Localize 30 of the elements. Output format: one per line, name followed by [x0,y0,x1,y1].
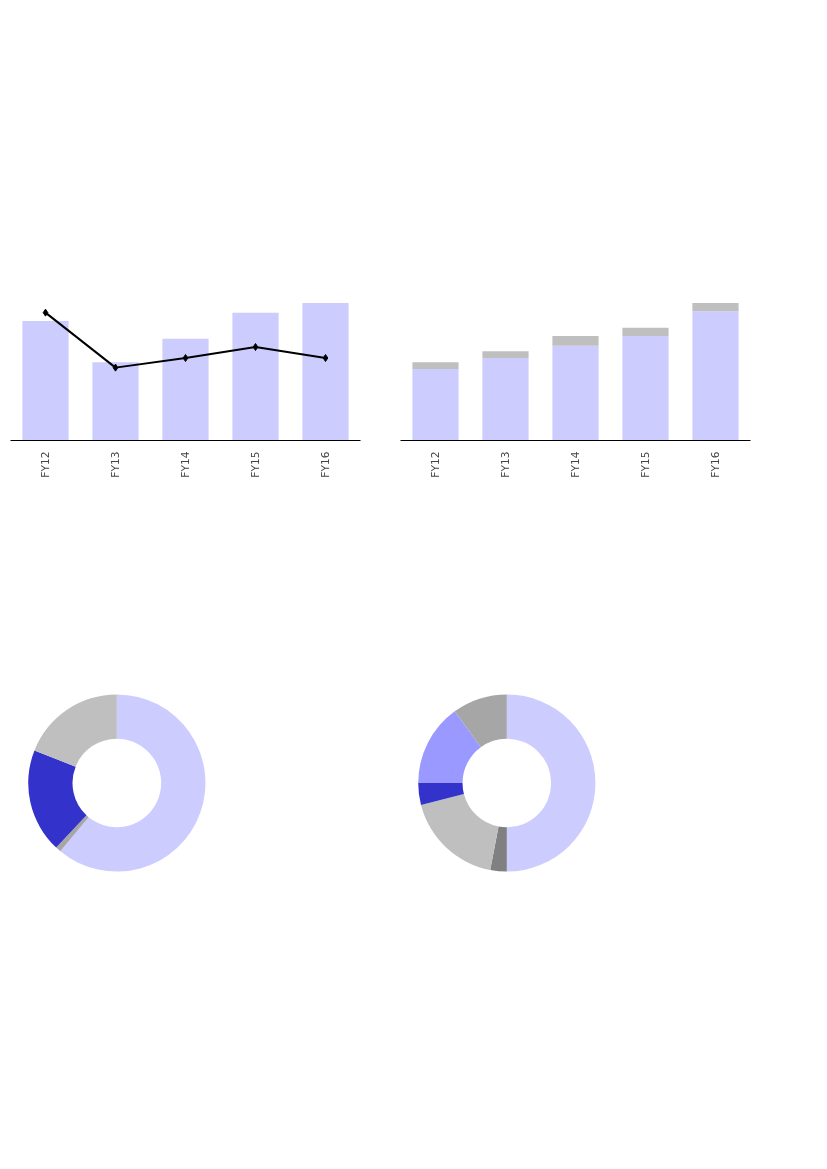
point [112,363,119,372]
x-tick-label: FY15 [639,451,652,478]
bar [622,327,669,336]
bar [622,336,669,441]
bar [232,312,279,441]
point [252,343,259,351]
x-tick-label: FY12 [429,451,442,478]
x-tick-label: FY14 [179,451,192,478]
x-tick-label: FY13 [109,451,122,478]
x-tick-label: FY16 [319,451,332,478]
bar [692,303,739,312]
point [182,354,189,362]
point [322,354,329,362]
x-tick-label: FY15 [249,451,262,478]
x-tick-label: FY16 [709,451,722,478]
bar [92,362,139,441]
x-tick-label: FY14 [569,451,582,478]
bar [692,311,739,441]
x-tick-label: FY13 [499,451,512,478]
bar [412,362,459,369]
bar [22,320,69,441]
point [42,308,49,317]
bar [552,345,599,441]
bar [552,336,599,346]
bar [412,369,459,441]
bar [482,351,529,358]
x-tick-label: FY12 [39,451,52,478]
bar [302,303,349,441]
bar [482,358,529,441]
bar [162,338,209,441]
